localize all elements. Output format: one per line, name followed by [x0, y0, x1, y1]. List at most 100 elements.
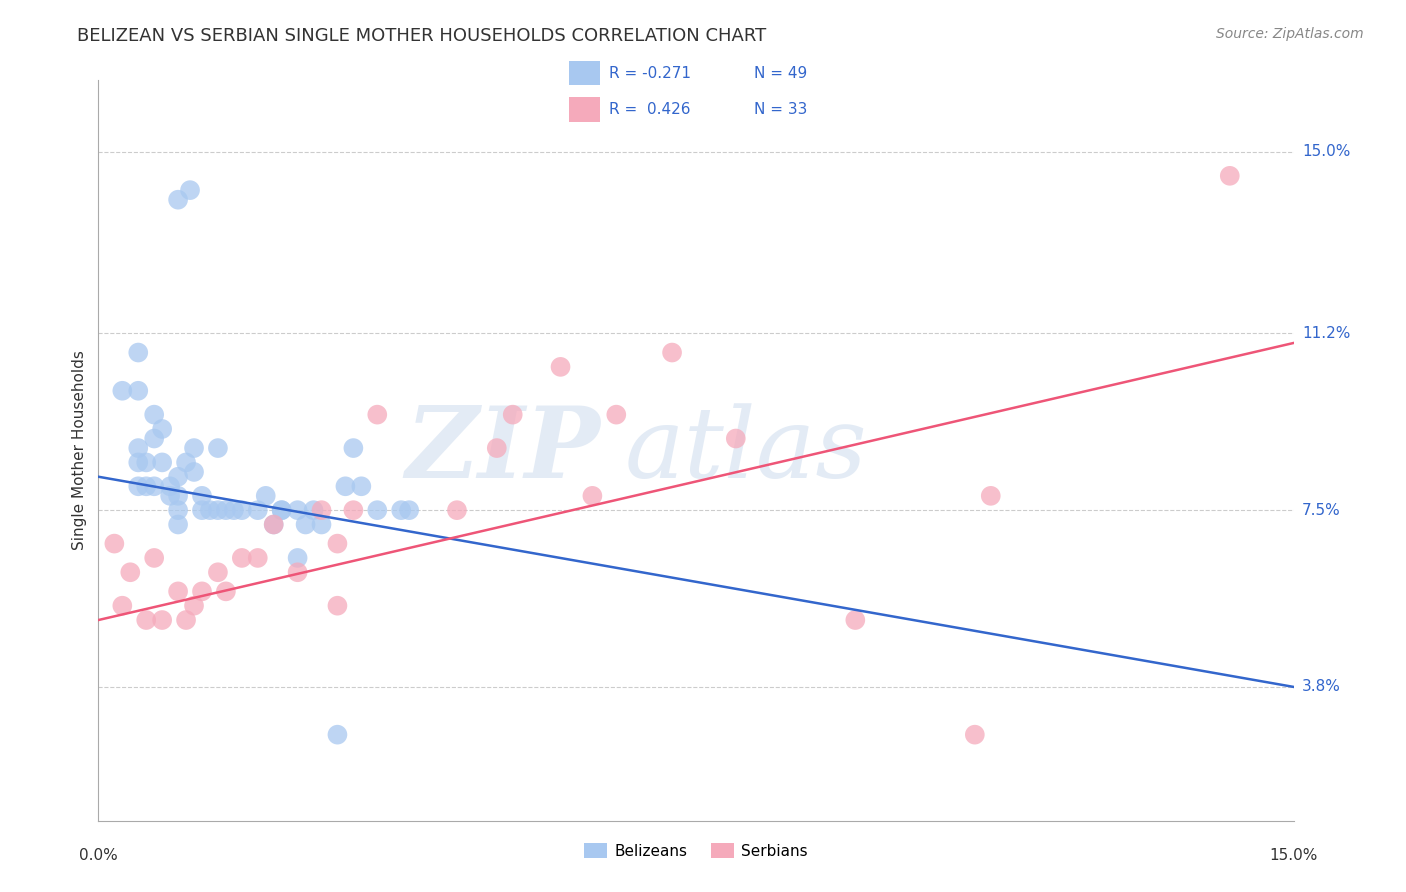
Point: [127, 384, 149, 398]
Point: [270, 503, 292, 517]
Point: [183, 465, 205, 479]
Point: [724, 432, 747, 446]
Point: [254, 489, 277, 503]
Point: [183, 599, 205, 613]
Point: [215, 503, 238, 517]
Point: [150, 455, 173, 469]
Bar: [568, 97, 599, 122]
Text: R = -0.271: R = -0.271: [609, 66, 690, 81]
Point: [179, 183, 201, 197]
Point: [167, 469, 190, 483]
Point: [302, 503, 325, 517]
Point: [980, 489, 1002, 503]
Point: [159, 489, 181, 503]
Point: [135, 613, 157, 627]
Point: [207, 441, 229, 455]
Point: [191, 503, 214, 517]
Point: [207, 503, 229, 517]
Text: atlas: atlas: [624, 403, 868, 498]
Bar: [568, 62, 599, 86]
Point: [311, 517, 333, 532]
Point: [263, 517, 285, 532]
Point: [143, 432, 166, 446]
Point: [150, 422, 173, 436]
Point: [350, 479, 373, 493]
Point: [342, 503, 364, 517]
Point: [135, 479, 157, 493]
Point: [159, 479, 181, 493]
Point: [183, 441, 205, 455]
Text: 0.0%: 0.0%: [79, 848, 118, 863]
Text: R =  0.426: R = 0.426: [609, 102, 690, 117]
Point: [143, 408, 166, 422]
Point: [231, 503, 253, 517]
Point: [198, 503, 221, 517]
Point: [263, 517, 285, 532]
Point: [287, 503, 309, 517]
Point: [326, 728, 349, 742]
Point: [135, 455, 157, 469]
Point: [191, 489, 214, 503]
Text: 7.5%: 7.5%: [1302, 503, 1340, 517]
Point: [366, 503, 388, 517]
Point: [174, 613, 197, 627]
Text: BELIZEAN VS SERBIAN SINGLE MOTHER HOUSEHOLDS CORRELATION CHART: BELIZEAN VS SERBIAN SINGLE MOTHER HOUSEH…: [77, 27, 766, 45]
Point: [398, 503, 420, 517]
Point: [335, 479, 357, 493]
Point: [389, 503, 412, 517]
Point: [103, 536, 125, 550]
Point: [127, 479, 149, 493]
Point: [127, 441, 149, 455]
Point: [143, 550, 166, 565]
Point: [246, 503, 269, 517]
Text: 11.2%: 11.2%: [1302, 326, 1350, 341]
Point: [167, 489, 190, 503]
Point: [311, 503, 333, 517]
Point: [294, 517, 316, 532]
Point: [287, 566, 309, 580]
Point: [111, 384, 134, 398]
Point: [222, 503, 245, 517]
Point: [127, 345, 149, 359]
Text: N = 49: N = 49: [754, 66, 807, 81]
Text: 15.0%: 15.0%: [1270, 848, 1317, 863]
Text: Source: ZipAtlas.com: Source: ZipAtlas.com: [1216, 27, 1364, 41]
Point: [207, 566, 229, 580]
Point: [661, 345, 683, 359]
Point: [342, 441, 364, 455]
Point: [143, 479, 166, 493]
Point: [270, 503, 292, 517]
Text: ZIP: ZIP: [405, 402, 600, 499]
Point: [167, 193, 190, 207]
Point: [963, 728, 986, 742]
Point: [605, 408, 627, 422]
Text: 3.8%: 3.8%: [1302, 680, 1341, 694]
Point: [550, 359, 572, 374]
Point: [581, 489, 603, 503]
Point: [287, 550, 309, 565]
Point: [1219, 169, 1241, 183]
Point: [366, 408, 388, 422]
Y-axis label: Single Mother Households: Single Mother Households: [72, 351, 87, 550]
Text: 15.0%: 15.0%: [1302, 145, 1350, 160]
Point: [844, 613, 866, 627]
Point: [111, 599, 134, 613]
Point: [167, 503, 190, 517]
Point: [502, 408, 524, 422]
Point: [167, 584, 190, 599]
Point: [150, 613, 173, 627]
Legend: Belizeans, Serbians: Belizeans, Serbians: [578, 837, 814, 865]
Point: [174, 455, 197, 469]
Point: [215, 584, 238, 599]
Point: [326, 536, 349, 550]
Point: [167, 517, 190, 532]
Point: [231, 550, 253, 565]
Point: [446, 503, 468, 517]
Point: [326, 599, 349, 613]
Point: [191, 584, 214, 599]
Point: [120, 566, 142, 580]
Point: [485, 441, 508, 455]
Point: [246, 550, 269, 565]
Point: [127, 455, 149, 469]
Text: N = 33: N = 33: [754, 102, 807, 117]
